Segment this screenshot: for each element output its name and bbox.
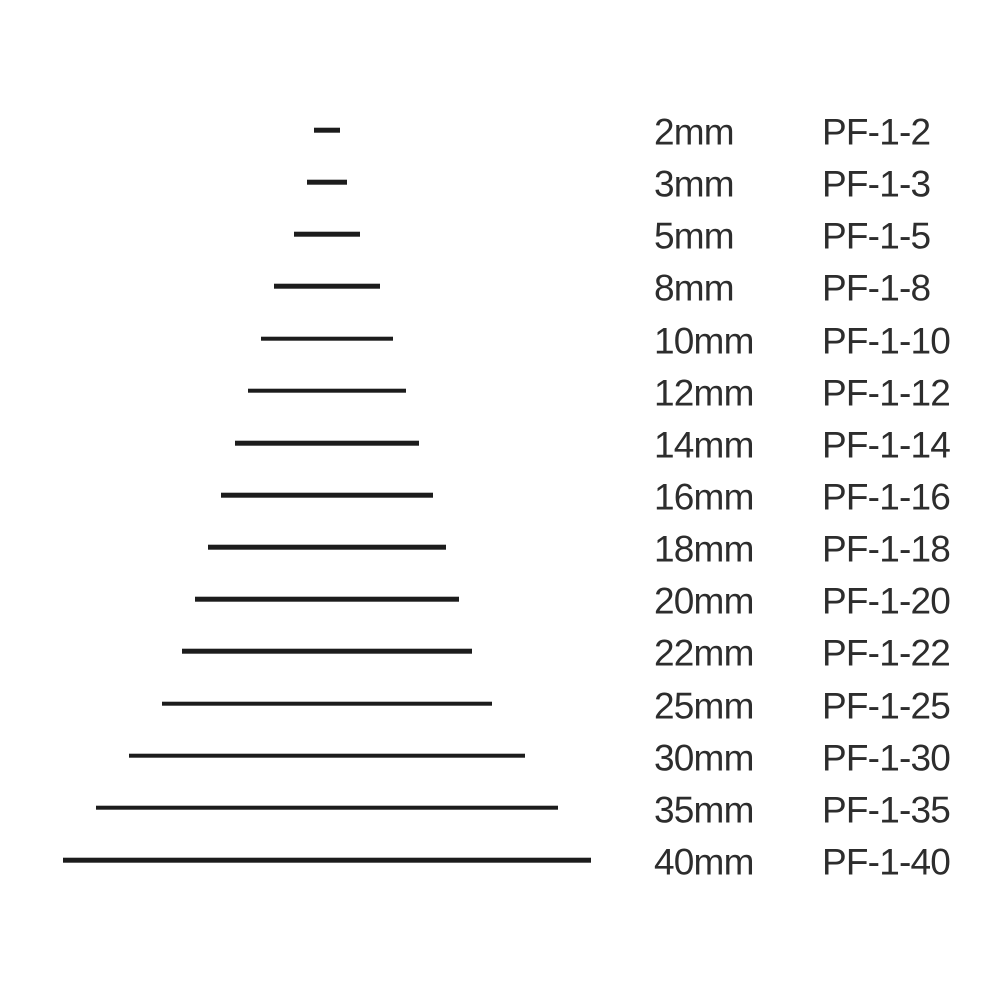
width-bar	[274, 284, 380, 289]
width-bar	[221, 492, 433, 498]
size-row: 14mm PF-1-14	[0, 417, 1000, 469]
width-bar	[307, 179, 347, 185]
bar-zone	[0, 805, 654, 811]
size-row: 35mm PF-1-35	[0, 782, 1000, 834]
bar-zone	[0, 127, 654, 133]
width-bar	[195, 597, 459, 602]
size-label: 35mm	[654, 789, 754, 831]
bar-zone	[0, 440, 654, 446]
width-bar	[181, 649, 473, 654]
size-row: 2mm PF-1-2	[0, 104, 1000, 156]
bar-zone	[0, 232, 654, 237]
width-bar	[208, 544, 446, 550]
size-row: 8mm PF-1-8	[0, 260, 1000, 312]
size-label: 22mm	[654, 632, 754, 674]
bar-zone	[0, 492, 654, 498]
bar-zone	[0, 649, 654, 654]
width-bar	[162, 701, 492, 706]
size-label: 5mm	[654, 215, 735, 257]
size-label: 18mm	[654, 528, 754, 570]
size-row: 5mm PF-1-5	[0, 208, 1000, 260]
width-bar	[247, 388, 407, 394]
product-code-label: PF-1-3	[822, 163, 931, 205]
size-row: 20mm PF-1-20	[0, 573, 1000, 625]
size-label: 16mm	[654, 476, 754, 518]
size-row: 16mm PF-1-16	[0, 469, 1000, 521]
product-code-label: PF-1-2	[822, 111, 931, 153]
size-row: 18mm PF-1-18	[0, 521, 1000, 573]
size-row: 22mm PF-1-22	[0, 625, 1000, 677]
product-code-label: PF-1-20	[822, 580, 951, 622]
width-bar	[313, 127, 341, 133]
product-code-label: PF-1-35	[822, 789, 951, 831]
width-bar	[129, 753, 525, 759]
size-label: 3mm	[654, 163, 735, 205]
size-row: 10mm PF-1-10	[0, 313, 1000, 365]
bar-zone	[0, 701, 654, 706]
size-label: 2mm	[654, 111, 735, 153]
size-label: 14mm	[654, 424, 754, 466]
size-row: 30mm PF-1-30	[0, 730, 1000, 782]
bar-zone	[0, 544, 654, 550]
size-label: 30mm	[654, 737, 754, 779]
product-code-label: PF-1-8	[822, 267, 931, 309]
width-bar	[234, 440, 420, 446]
size-label: 8mm	[654, 267, 735, 309]
product-code-label: PF-1-25	[822, 685, 951, 727]
size-label: 10mm	[654, 320, 754, 362]
product-code-label: PF-1-30	[822, 737, 951, 779]
size-row: 25mm PF-1-25	[0, 678, 1000, 730]
product-code-label: PF-1-22	[822, 632, 951, 674]
bar-zone	[0, 336, 654, 341]
size-row: 40mm PF-1-40	[0, 834, 1000, 886]
size-label: 12mm	[654, 372, 754, 414]
size-row: 3mm PF-1-3	[0, 156, 1000, 208]
product-code-label: PF-1-10	[822, 320, 951, 362]
width-bar	[63, 857, 591, 863]
size-label: 20mm	[654, 580, 754, 622]
size-label: 25mm	[654, 685, 754, 727]
bar-zone	[0, 753, 654, 759]
product-code-label: PF-1-12	[822, 372, 951, 414]
size-chart-rows: 2mm PF-1-2 3mm PF-1-3 5mm PF-1-5 8mm PF-1-8 10mm…	[0, 104, 1000, 886]
product-code-label: PF-1-18	[822, 528, 951, 570]
size-label: 40mm	[654, 841, 754, 883]
bar-zone	[0, 857, 654, 863]
bar-zone	[0, 179, 654, 185]
bar-zone	[0, 284, 654, 289]
width-bar	[261, 336, 393, 341]
width-bar	[294, 232, 360, 237]
product-code-label: PF-1-5	[822, 215, 931, 257]
size-row: 12mm PF-1-12	[0, 365, 1000, 417]
bar-zone	[0, 597, 654, 602]
product-code-label: PF-1-16	[822, 476, 951, 518]
product-code-label: PF-1-14	[822, 424, 951, 466]
product-code-label: PF-1-40	[822, 841, 951, 883]
bar-zone	[0, 388, 654, 394]
width-bar	[96, 805, 558, 811]
